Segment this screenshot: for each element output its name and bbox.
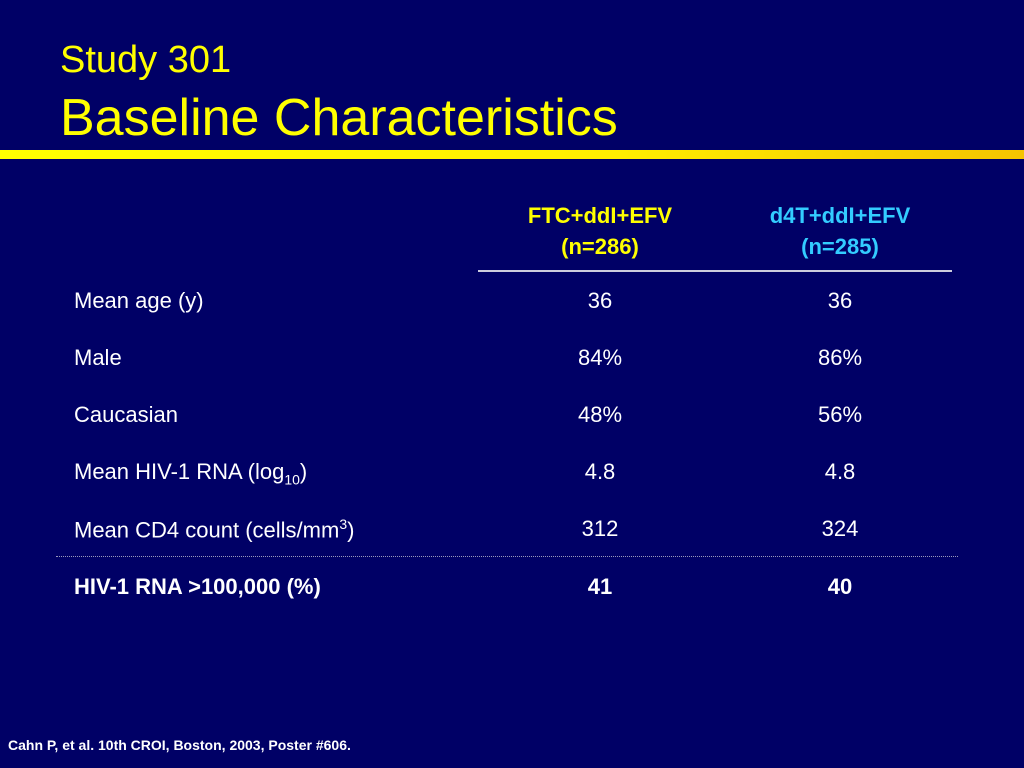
table-row: Male 84% 86%	[0, 345, 1024, 379]
cell-d4t: 86%	[817, 345, 863, 370]
table-row-highlight: HIV-1 RNA >100,000 (%) 41 40	[0, 574, 1024, 608]
table-row: Mean age (y) 36 36	[0, 288, 1024, 322]
cell-d4t: 4.8	[824, 459, 856, 484]
table-row: Mean CD4 count (cells/mm3) 312 324	[0, 516, 1024, 550]
row-label-subscript: 10	[284, 471, 300, 488]
cell-ftc: 41	[587, 574, 613, 599]
row-label: Mean age (y)	[74, 288, 204, 313]
cell-ftc: 4.8	[584, 459, 616, 484]
cell-d4t: 36	[827, 288, 853, 313]
column-header-ftc-n: (n=286)	[561, 234, 639, 259]
column-header-d4t-n: (n=285)	[801, 234, 879, 259]
cell-ftc: 36	[587, 288, 613, 313]
row-label-close: )	[347, 517, 355, 543]
citation: Cahn P, et al. 10th CROI, Boston, 2003, …	[8, 737, 351, 753]
cell-d4t: 40	[827, 574, 853, 599]
cell-ftc: 48%	[577, 402, 623, 427]
column-header-d4t-name: d4T+ddI+EFV	[769, 203, 911, 228]
title-divider	[0, 150, 1024, 159]
row-label: Mean CD4 count (cells/mm3)	[74, 516, 354, 543]
header-divider	[478, 270, 952, 272]
table-row: Caucasian 48% 56%	[0, 402, 1024, 436]
row-label: HIV-1 RNA >100,000 (%)	[74, 574, 321, 599]
summary-divider	[56, 556, 958, 557]
row-label-text: Mean CD4 count (cells/mm	[74, 517, 340, 543]
row-label-text: Mean HIV-1 RNA (log	[74, 459, 285, 484]
row-label-superscript: 3	[339, 516, 348, 532]
cell-d4t: 324	[821, 516, 859, 541]
table-row: Mean HIV-1 RNA (log10) 4.8 4.8	[0, 459, 1024, 493]
row-label: Male	[74, 345, 122, 370]
cell-ftc: 84%	[577, 345, 623, 370]
slide-title: Baseline Characteristics	[60, 89, 618, 147]
row-label: Caucasian	[74, 402, 178, 427]
slide-subtitle: Study 301	[60, 39, 232, 81]
cell-d4t: 56%	[817, 402, 863, 427]
column-header-d4t: d4T+ddI+EFV (n=285)	[720, 200, 960, 262]
row-label: Mean HIV-1 RNA (log10)	[74, 459, 307, 487]
row-label-close: )	[299, 459, 308, 484]
column-header-ftc-name: FTC+ddI+EFV	[527, 203, 673, 228]
column-header-ftc: FTC+ddI+EFV (n=286)	[480, 200, 720, 262]
cell-ftc: 312	[581, 516, 619, 541]
